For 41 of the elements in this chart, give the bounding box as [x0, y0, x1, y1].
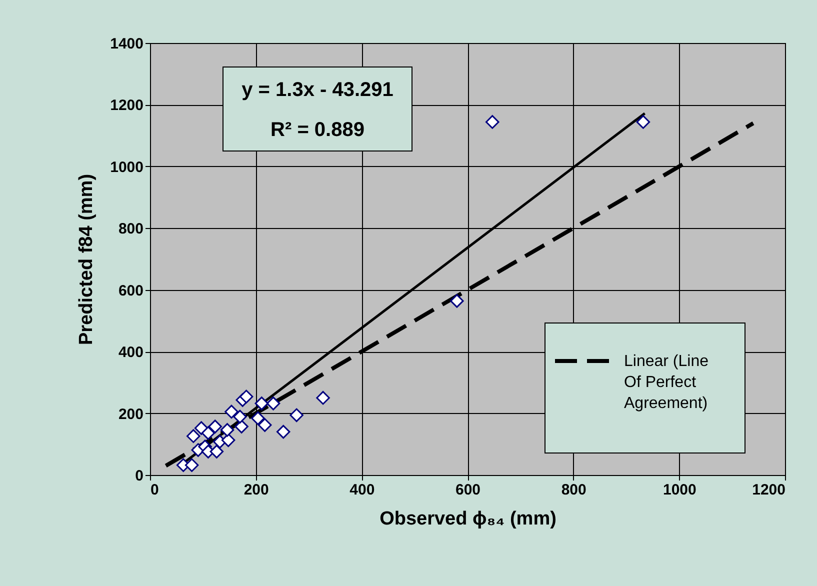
- y-tick-label: 400: [118, 344, 144, 362]
- point: [239, 390, 254, 404]
- point: [316, 390, 330, 405]
- point: [276, 424, 290, 439]
- point: [221, 433, 236, 448]
- point: [201, 426, 216, 440]
- point: [266, 396, 280, 410]
- x-tick-label: 600: [455, 482, 481, 498]
- x-tick-label: 400: [350, 482, 375, 498]
- y-tick-label: 200: [118, 406, 144, 423]
- point: [208, 420, 222, 434]
- point: [485, 115, 500, 129]
- point: [290, 408, 304, 422]
- point: [234, 420, 248, 434]
- y-axis-title: Predicted f84 (mm): [76, 174, 98, 346]
- y-tick-label: 600: [118, 282, 144, 300]
- x-axis-title: Observed ϕ₈₄ (mm): [380, 508, 556, 530]
- annotation: R² = 0.889: [270, 119, 364, 141]
- point: [220, 423, 234, 437]
- y-tick-label: 1000: [110, 158, 144, 176]
- y-tick-label: 0: [135, 468, 144, 484]
- point: [254, 396, 269, 410]
- point: [258, 418, 272, 432]
- point: [224, 404, 238, 419]
- x-tick-label: 0: [150, 482, 159, 498]
- point: [233, 410, 247, 424]
- x-tick-label: 800: [561, 482, 586, 498]
- annotation: y = 1.3x - 43.291: [242, 79, 394, 101]
- x-tick-label: 200: [244, 482, 269, 498]
- x-tick-label: 1000: [662, 482, 696, 498]
- point: [450, 294, 464, 308]
- legend-label: Linear (Line Of Perfect Agreement): [624, 353, 709, 412]
- x-tick-label: 1200: [752, 482, 786, 498]
- y-tick-label: 1200: [110, 97, 144, 114]
- point: [636, 115, 650, 129]
- point: [251, 411, 265, 426]
- point: [186, 429, 200, 443]
- y-tick-label: 800: [118, 220, 144, 238]
- point: [210, 444, 224, 458]
- y-tick-label: 1400: [110, 36, 144, 52]
- point: [184, 458, 199, 472]
